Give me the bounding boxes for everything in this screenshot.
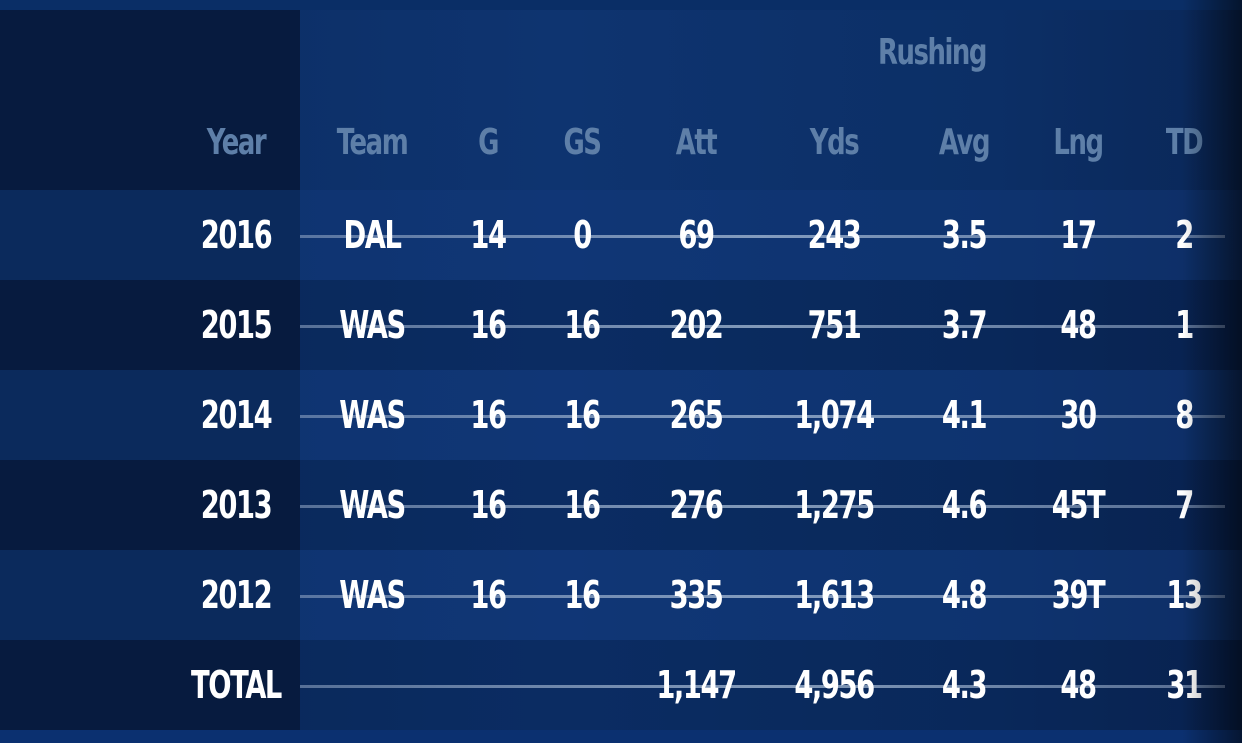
column-header-att: Att bbox=[675, 122, 718, 163]
cell-g: 16 bbox=[470, 303, 507, 347]
cell-g: 16 bbox=[470, 483, 507, 527]
cell-td: 31 bbox=[1166, 663, 1203, 707]
cell-year: 2016 bbox=[200, 213, 273, 257]
cell-td: 8 bbox=[1175, 393, 1194, 437]
cell-att: 265 bbox=[669, 393, 724, 437]
year-column-row-bg bbox=[0, 370, 300, 460]
year-column-row-bg bbox=[0, 640, 300, 730]
cell-year: 2012 bbox=[200, 573, 273, 617]
row-divider bbox=[300, 415, 1225, 418]
cell-td: 13 bbox=[1166, 573, 1203, 617]
cell-yds: 1,613 bbox=[794, 573, 875, 617]
cell-avg: 4.8 bbox=[941, 573, 988, 617]
cell-lng: 30 bbox=[1060, 393, 1097, 437]
cell-lng: 48 bbox=[1060, 663, 1097, 707]
cell-att: 1,147 bbox=[656, 663, 737, 707]
cell-g: 14 bbox=[470, 213, 507, 257]
column-header-g: G bbox=[478, 122, 499, 163]
year-column-row-bg bbox=[0, 190, 300, 280]
cell-td: 7 bbox=[1175, 483, 1194, 527]
cell-att: 202 bbox=[669, 303, 724, 347]
cell-td: 1 bbox=[1175, 303, 1194, 347]
year-column-row-bg bbox=[0, 460, 300, 550]
cell-year: 2013 bbox=[200, 483, 273, 527]
cell-lng: 45T bbox=[1051, 483, 1106, 527]
row-divider bbox=[300, 685, 1225, 688]
row-divider bbox=[300, 325, 1225, 328]
year-column-header-bg bbox=[0, 10, 300, 190]
cell-year: 2014 bbox=[200, 393, 273, 437]
column-header-avg: Avg bbox=[938, 122, 991, 163]
cell-avg: 3.5 bbox=[941, 213, 988, 257]
cell-td: 2 bbox=[1175, 213, 1194, 257]
cell-avg: 4.6 bbox=[941, 483, 988, 527]
top-band bbox=[0, 0, 1242, 10]
row-divider bbox=[300, 235, 1225, 238]
row-divider bbox=[300, 595, 1225, 598]
cell-lng: 39T bbox=[1051, 573, 1106, 617]
cell-team: WAS bbox=[339, 303, 406, 347]
column-header-yds: Yds bbox=[809, 122, 860, 163]
column-header-td: TD bbox=[1165, 122, 1204, 163]
cell-att: 335 bbox=[669, 573, 724, 617]
year-column-row-bg bbox=[0, 550, 300, 640]
cell-team: WAS bbox=[339, 483, 406, 527]
cell-gs: 16 bbox=[564, 303, 601, 347]
cell-g: 16 bbox=[470, 573, 507, 617]
cell-avg: 3.7 bbox=[941, 303, 988, 347]
cell-gs: 0 bbox=[573, 213, 592, 257]
cell-team: WAS bbox=[339, 393, 406, 437]
cell-avg: 4.3 bbox=[941, 663, 988, 707]
row-divider bbox=[300, 505, 1225, 508]
cell-team: DAL bbox=[343, 213, 401, 257]
cell-yds: 751 bbox=[807, 303, 862, 347]
cell-team: WAS bbox=[339, 573, 406, 617]
group-header-rushing: Rushing bbox=[877, 32, 988, 73]
cell-yds: 4,956 bbox=[794, 663, 875, 707]
column-header-gs: GS bbox=[563, 122, 602, 163]
cell-year: TOTAL bbox=[191, 663, 282, 707]
year-column-row-bg bbox=[0, 280, 300, 370]
cell-lng: 17 bbox=[1060, 213, 1097, 257]
column-header-lng: Lng bbox=[1053, 122, 1104, 163]
cell-g: 16 bbox=[470, 393, 507, 437]
column-header-team: Team bbox=[336, 122, 409, 163]
bottom-band bbox=[0, 730, 1242, 743]
cell-att: 69 bbox=[678, 213, 715, 257]
cell-gs: 16 bbox=[564, 483, 601, 527]
cell-gs: 16 bbox=[564, 573, 601, 617]
cell-avg: 4.1 bbox=[941, 393, 988, 437]
cell-year: 2015 bbox=[200, 303, 273, 347]
cell-att: 276 bbox=[669, 483, 724, 527]
cell-yds: 243 bbox=[807, 213, 862, 257]
cell-yds: 1,074 bbox=[794, 393, 875, 437]
cell-gs: 16 bbox=[564, 393, 601, 437]
cell-lng: 48 bbox=[1060, 303, 1097, 347]
cell-yds: 1,275 bbox=[794, 483, 875, 527]
column-header-year: Year bbox=[206, 122, 267, 163]
